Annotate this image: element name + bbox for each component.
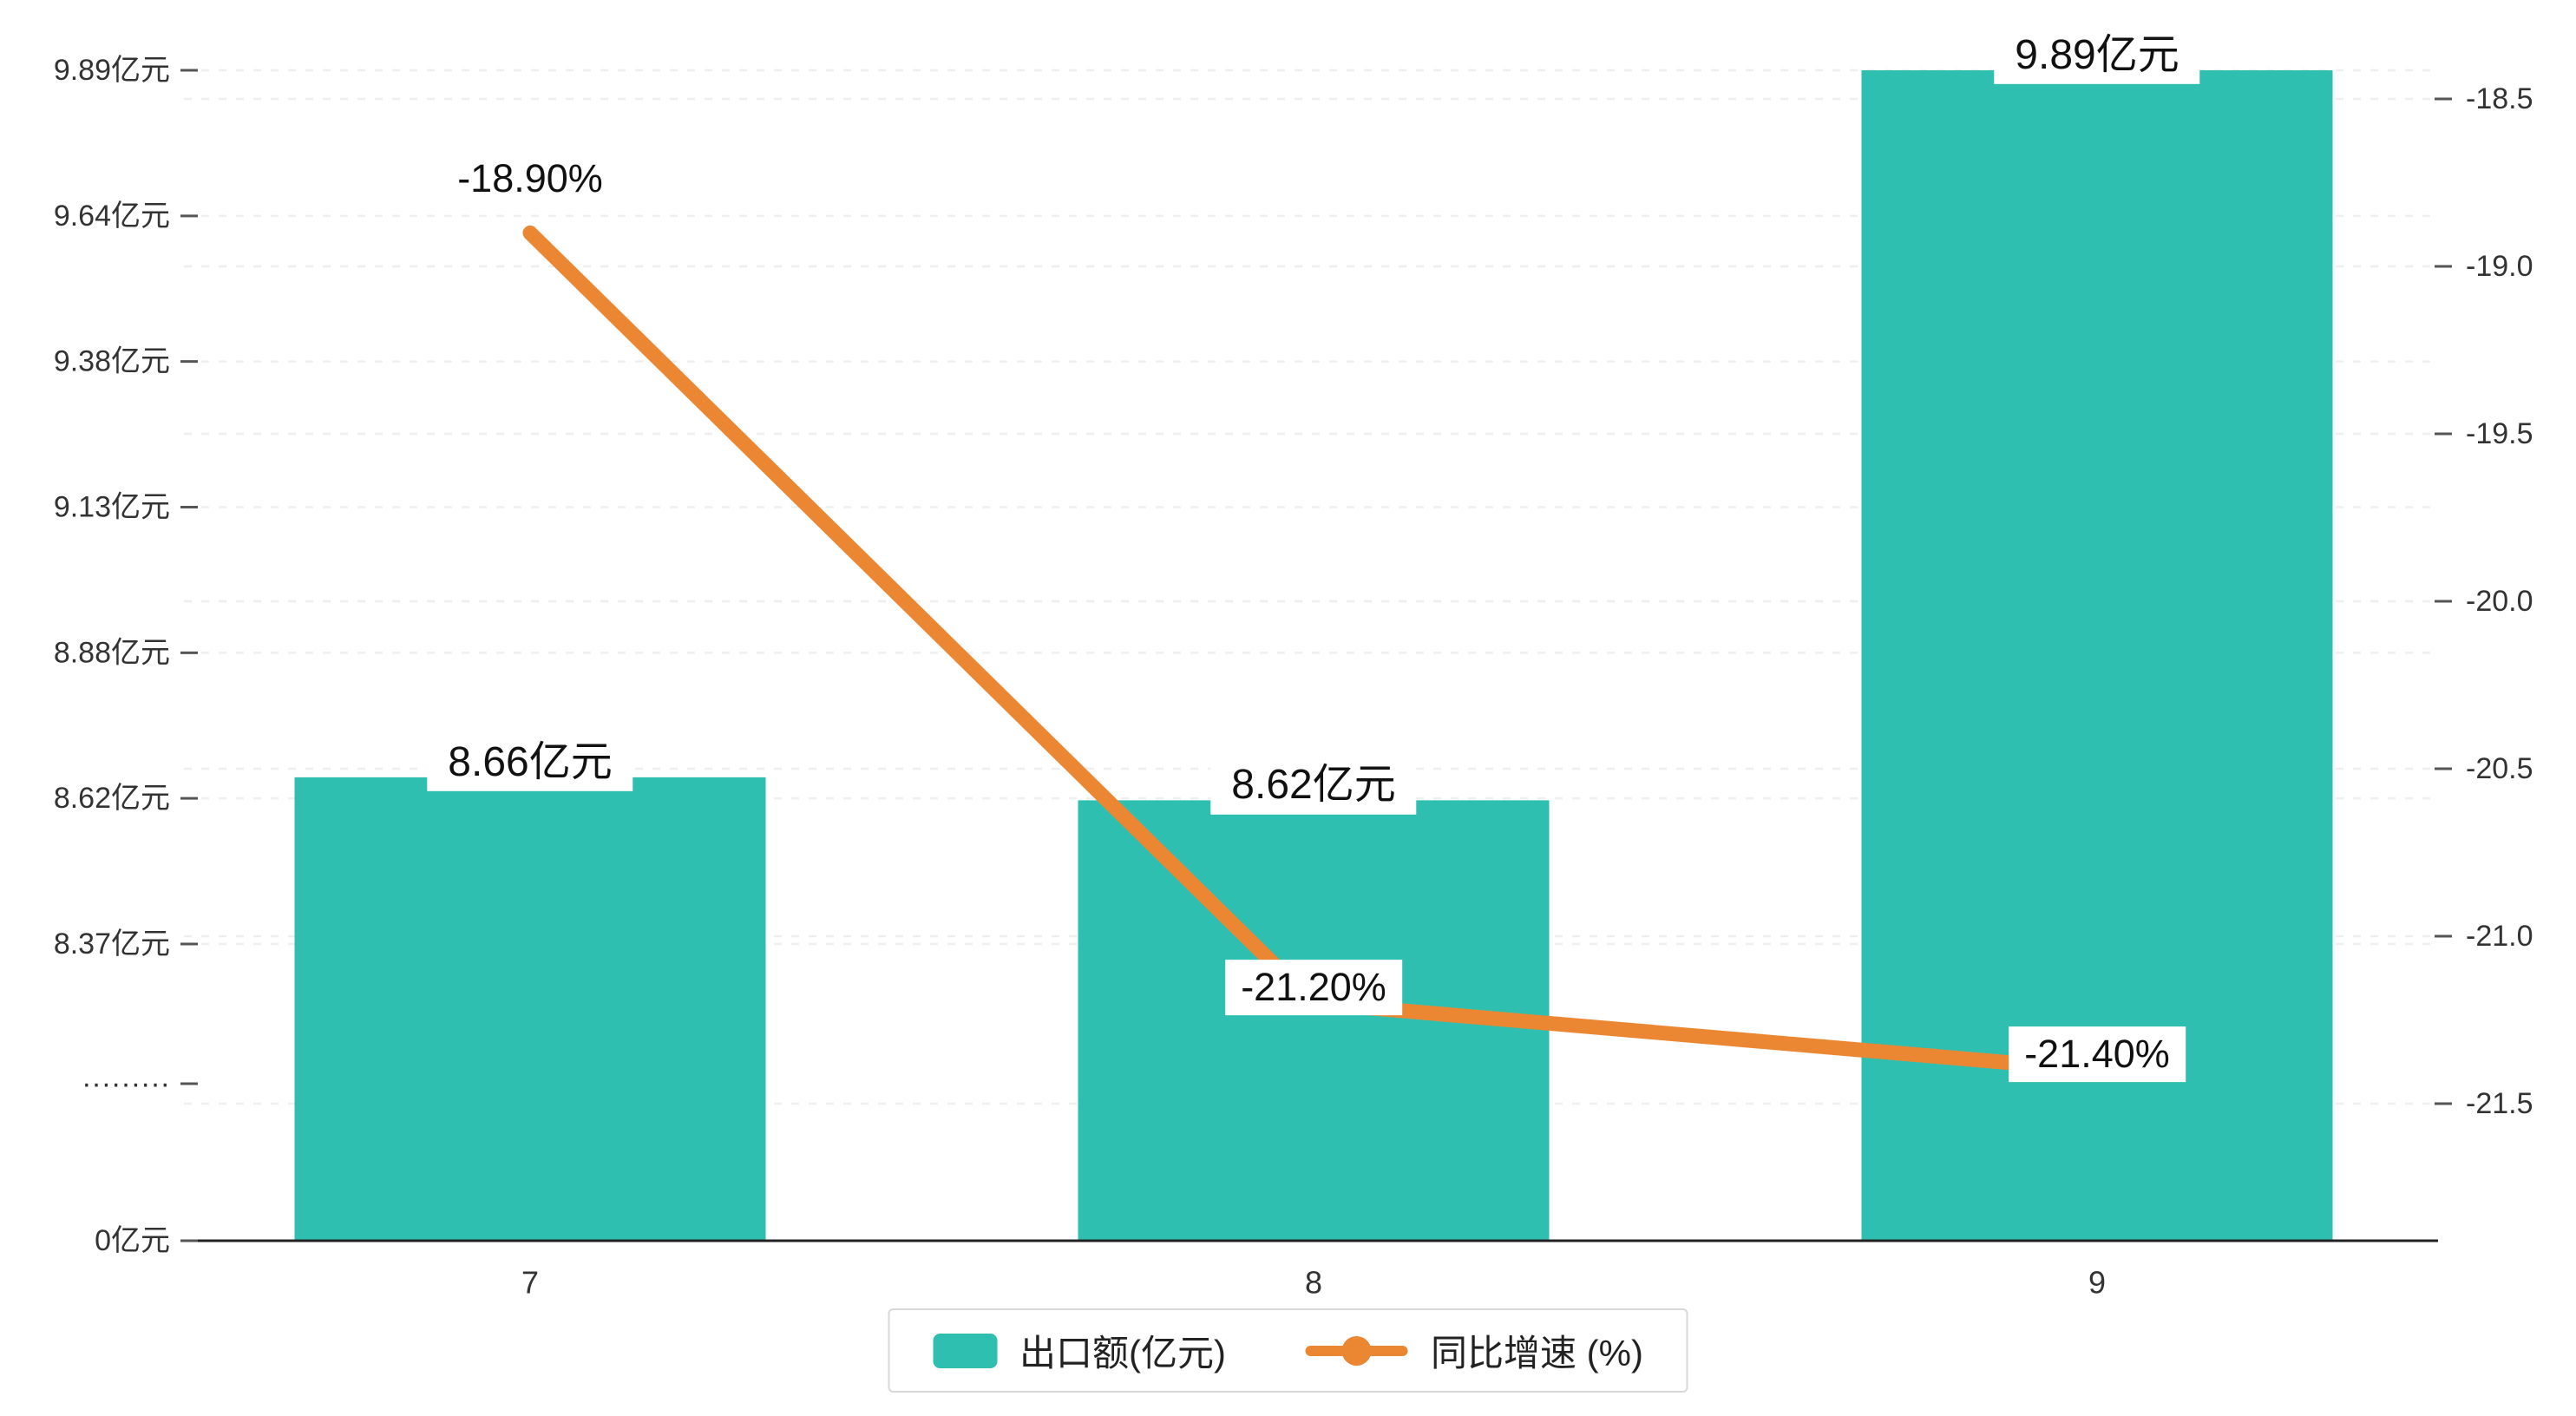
y-axis-label-left: 8.88亿元 <box>54 636 170 669</box>
y-axis-label-right: -20.0 <box>2466 585 2533 618</box>
legend-item-export: 出口额(亿元) <box>933 1324 1226 1377</box>
y-axis-label-left: 9.38亿元 <box>54 345 170 378</box>
y-axis-label-left: 9.64亿元 <box>54 200 170 233</box>
y-axis-label-left: 9.13亿元 <box>54 491 170 524</box>
y-axis-label-left: 8.62亿元 <box>54 782 170 815</box>
y-axis-label-right: -18.5 <box>2466 82 2533 115</box>
x-axis-label: 9 <box>2088 1265 2106 1301</box>
bar-swatch-icon <box>933 1333 998 1368</box>
y-axis-label-right: -21.0 <box>2466 920 2533 953</box>
y-axis-label-left: 9.89亿元 <box>54 54 170 87</box>
y-axis-label-left: 8.37亿元 <box>54 928 170 960</box>
y-axis-label-right: -19.5 <box>2466 417 2533 450</box>
bar-month-7 <box>294 777 766 1241</box>
y-axis-label-left: ········· <box>82 1067 170 1100</box>
x-axis-label: 7 <box>521 1265 539 1301</box>
y-axis-label-left: 0亿元 <box>95 1224 170 1257</box>
legend: 出口额(亿元) 同比增速 (%) <box>888 1308 1688 1393</box>
y-axis-label-right: -20.5 <box>2466 752 2533 785</box>
y-axis-label-right: -21.5 <box>2466 1087 2533 1120</box>
legend-item-growth: 同比增速 (%) <box>1305 1324 1643 1377</box>
y-axis-label-right: -19.0 <box>2466 250 2533 283</box>
line-dot-icon <box>1305 1335 1408 1366</box>
legend-label-export: 出口额(亿元) <box>1019 1333 1226 1373</box>
x-axis-label: 8 <box>1305 1265 1322 1301</box>
legend-label-growth: 同比增速 (%) <box>1430 1333 1643 1373</box>
